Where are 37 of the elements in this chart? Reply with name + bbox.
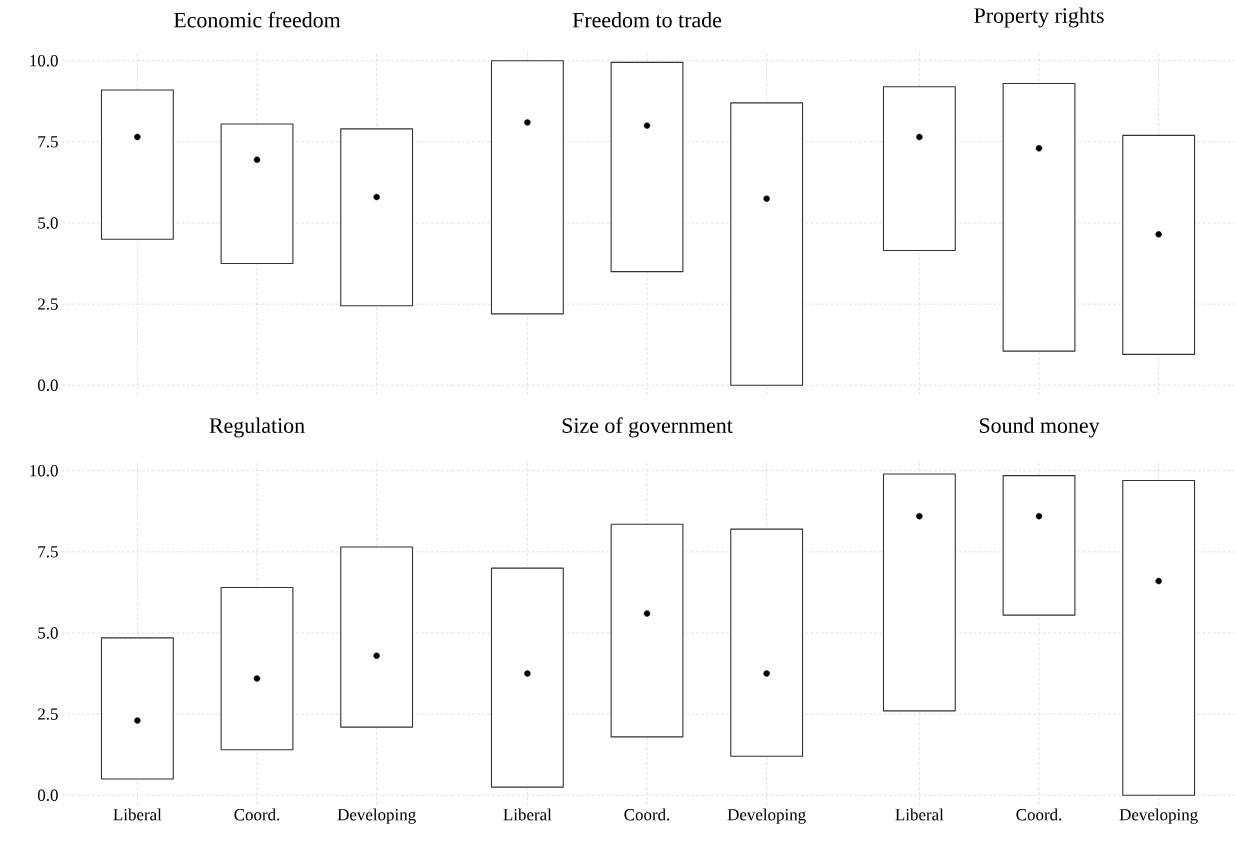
y-tick-label: 7.5 [38, 546, 58, 558]
point [253, 675, 261, 682]
x-tick-label: Coord. [234, 808, 280, 821]
chart-title: Regulation [209, 417, 305, 438]
x-tick-label: Developing [1119, 808, 1198, 824]
bar [340, 128, 414, 307]
bar [340, 546, 414, 728]
y-tick-label: 2.5 [38, 298, 58, 310]
bar [100, 637, 174, 780]
y-tick-label: 10.0 [30, 54, 58, 67]
bar [220, 123, 294, 265]
x-tick-label: Coord. [624, 808, 670, 821]
x-tick-label: Developing [337, 808, 416, 824]
point [373, 193, 380, 201]
point [373, 652, 380, 659]
x-tick-label: Liberal [895, 808, 944, 821]
chart-title: Property rights [974, 7, 1104, 28]
y-tick-label: 7.5 [38, 136, 58, 148]
bar [100, 89, 174, 240]
y-tick-label: 10.0 [30, 464, 58, 477]
chart-title: Size of government [562, 417, 733, 438]
y-tick-label: 5.0 [38, 217, 58, 229]
bar [220, 587, 294, 751]
y-tick-label: 5.0 [38, 627, 58, 639]
point [134, 133, 141, 141]
chart-title: Economic freedom [173, 11, 341, 28]
x-tick-label: Liberal [113, 808, 162, 821]
x-tick-label: Liberal [503, 808, 552, 821]
x-tick-label: Developing [727, 808, 806, 824]
y-tick-label: 0.0 [37, 789, 58, 801]
y-tick-label: 0.0 [37, 379, 58, 391]
chart-title: Sound money [979, 417, 1100, 438]
x-tick-label: Coord. [1016, 808, 1062, 821]
point [253, 156, 261, 163]
y-tick-label: 2.5 [38, 708, 58, 720]
chart-title: Freedom to trade [572, 12, 722, 28]
point [134, 717, 141, 724]
